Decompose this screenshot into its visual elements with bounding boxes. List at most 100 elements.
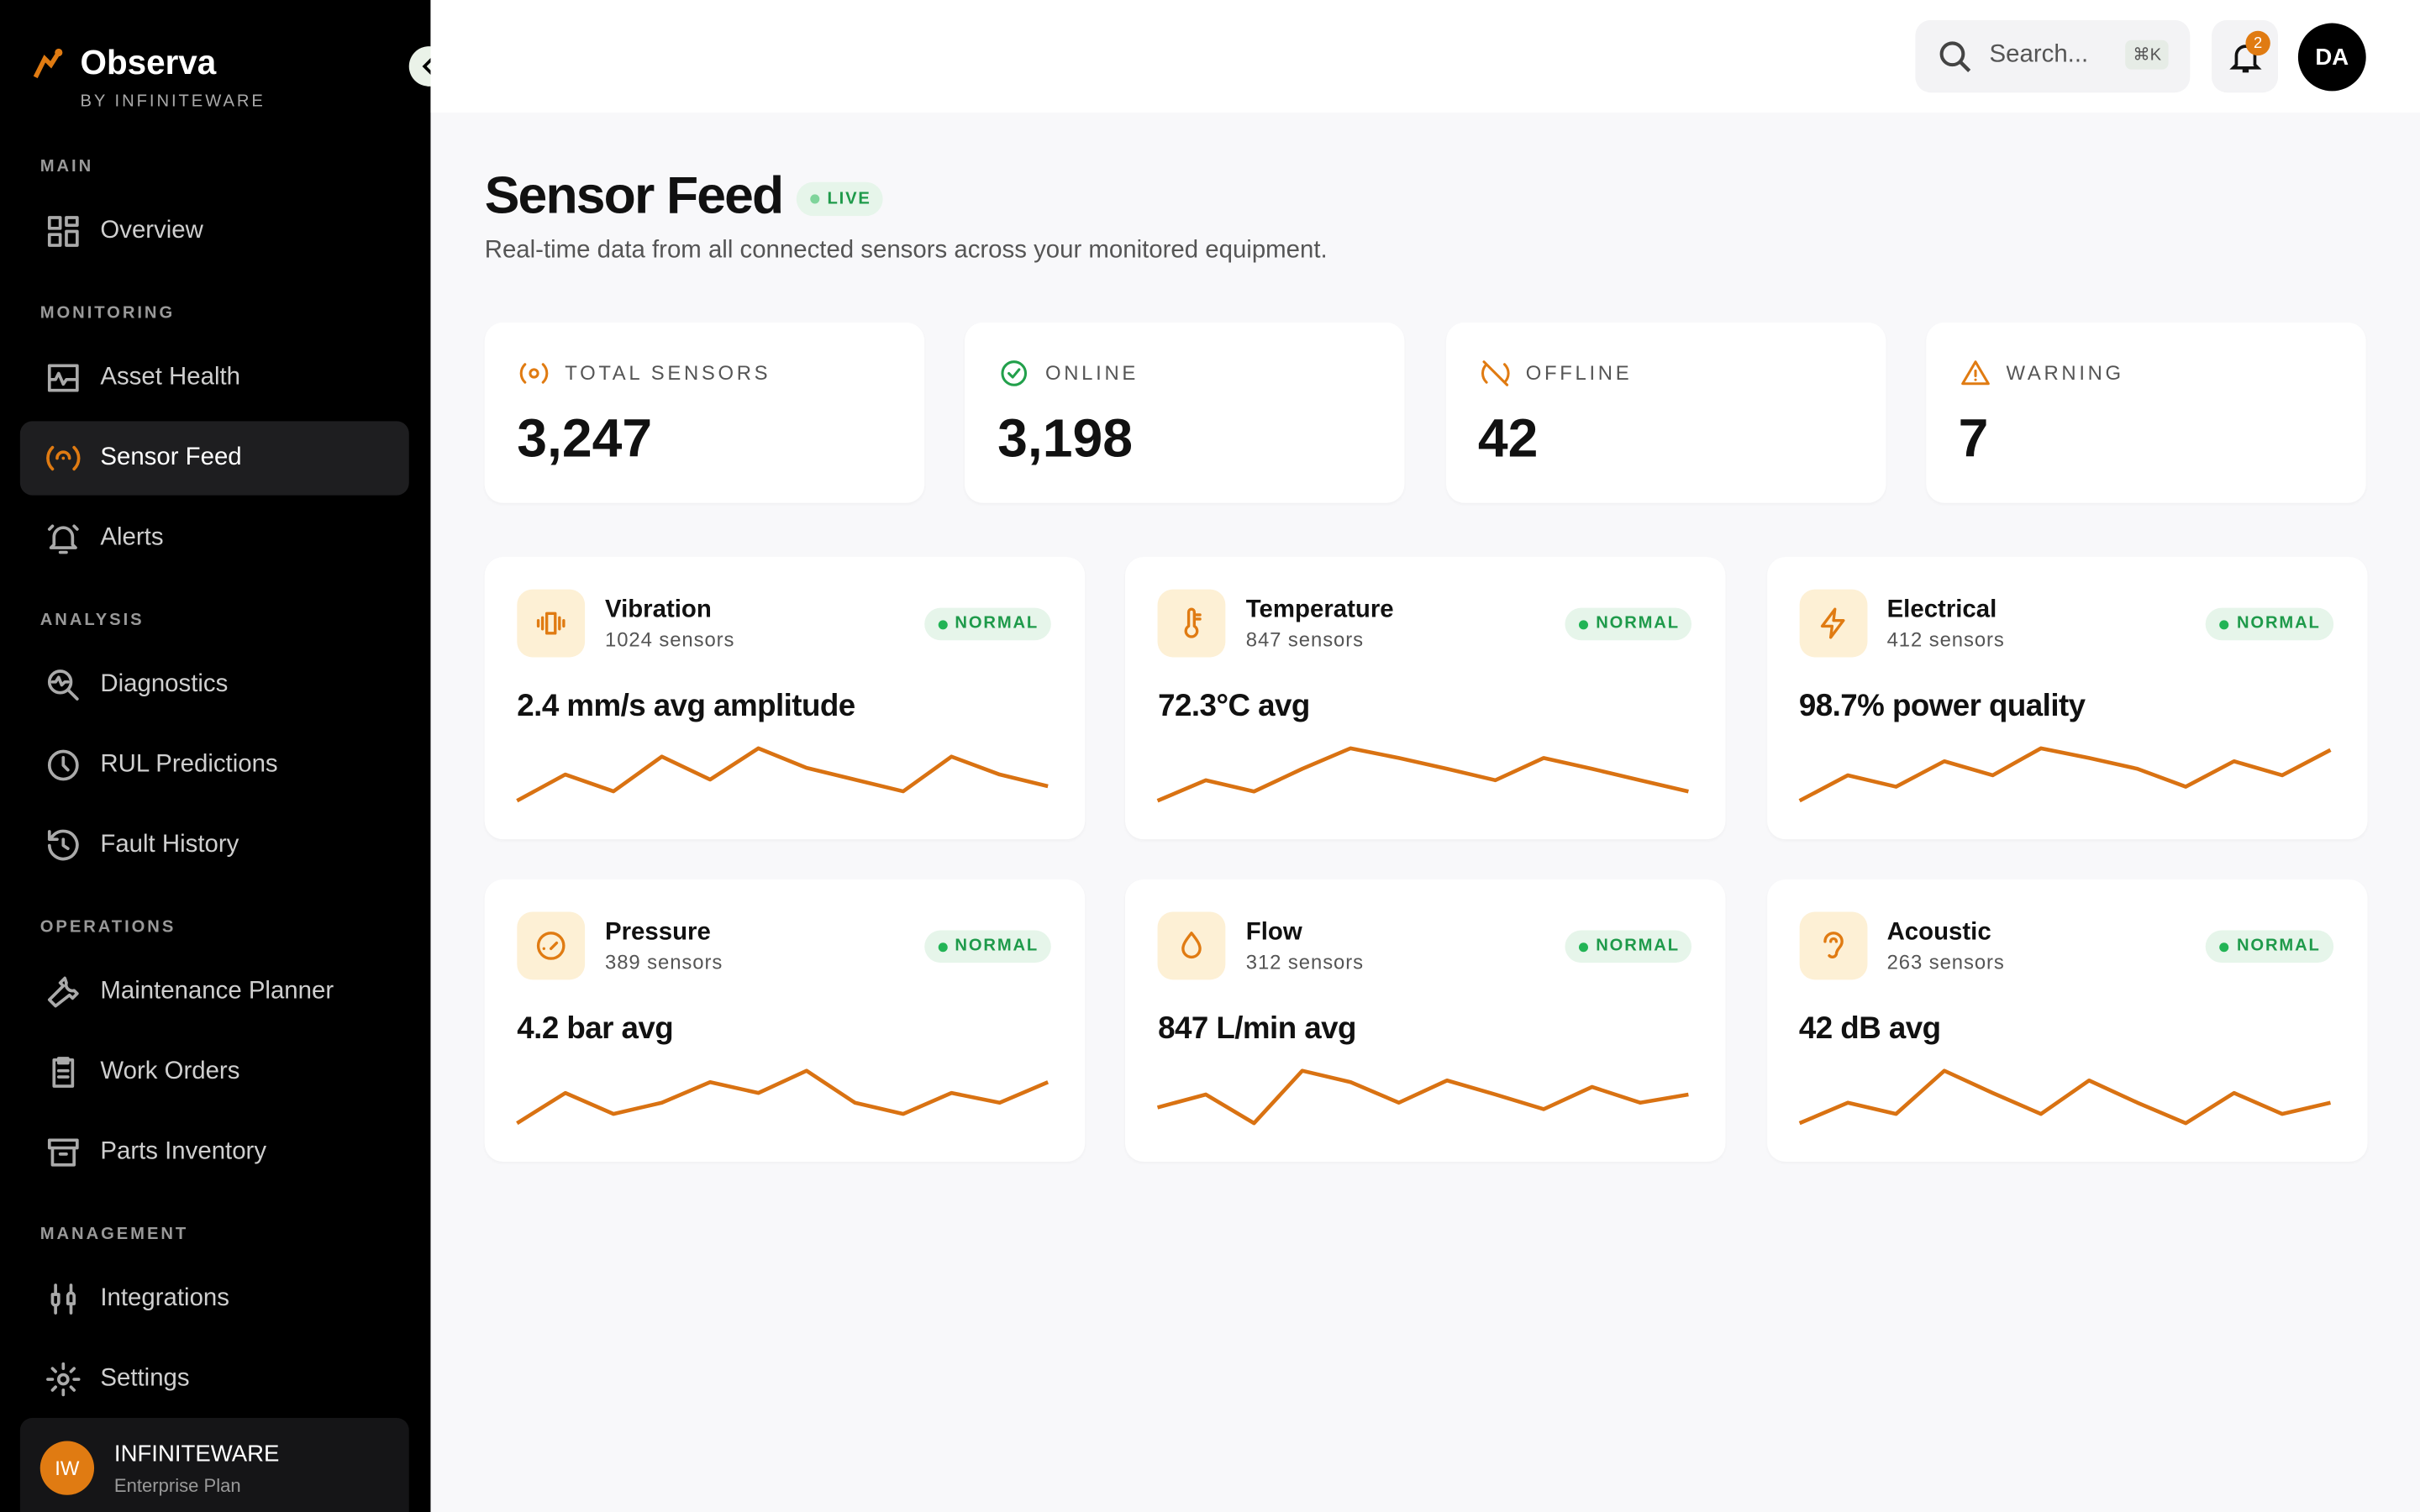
sensor-icon <box>1158 589 1226 658</box>
status-badge: NORMAL <box>2206 930 2333 963</box>
nav-label: Alerts <box>100 524 164 551</box>
stat-label: WARNING <box>2006 360 2124 385</box>
search[interactable]: Search... ⌘K <box>1915 19 2191 93</box>
stat-label: TOTAL SENSORS <box>565 360 771 385</box>
icon <box>47 976 79 1008</box>
icon <box>46 1362 81 1397</box>
icon <box>47 829 79 861</box>
sensor-reading: 42 dB avg <box>1798 1011 1941 1047</box>
status-badge: NORMAL <box>923 930 1051 963</box>
sparkline <box>1797 746 2331 803</box>
sensor-card: Temperature 847 sensors NORMAL 72.3°C avg <box>1125 557 1727 840</box>
sensor-name: Vibration <box>605 596 712 624</box>
sensor-reading: 72.3°C avg <box>1158 690 1310 724</box>
stat-card: TOTAL SENSORS 3,247 <box>484 322 925 503</box>
icon <box>536 612 566 635</box>
account[interactable]: IW INFINITEWARE Enterprise Plan <box>19 1417 409 1512</box>
sensor-name: Electrical <box>1886 596 1997 624</box>
nav-label: Fault History <box>100 832 239 858</box>
nav-item[interactable]: Overview <box>20 194 409 268</box>
stat-value: 3,247 <box>517 408 653 470</box>
nav-label: Parts Inventory <box>100 1138 267 1165</box>
sparkline <box>516 1068 1050 1126</box>
page-subtitle: Real-time data from all connected sensor… <box>484 237 1328 265</box>
nav-section-title: MAIN <box>39 157 94 176</box>
status-badge: NORMAL <box>2206 607 2333 641</box>
sparkline-line <box>1797 1068 2331 1126</box>
nav-label: RUL Predictions <box>100 751 278 778</box>
sparkline-line <box>1797 746 2331 803</box>
sparkline-line <box>1157 746 1690 803</box>
sparkline-line <box>516 1068 1050 1126</box>
status-badge: NORMAL <box>1565 607 1692 641</box>
nav-item[interactable]: RUL Predictions <box>20 728 409 802</box>
nav-label: Sensor Feed <box>100 444 242 471</box>
icon <box>47 216 79 247</box>
icon <box>47 524 79 554</box>
stat-label: OFFLINE <box>1525 360 1633 385</box>
icon <box>50 1284 76 1315</box>
icon <box>1185 607 1202 638</box>
notifications[interactable]: 2 <box>2212 19 2279 93</box>
sensor-icon <box>1158 911 1226 980</box>
icon <box>46 445 81 471</box>
sensor-count: 847 sensors <box>1245 627 1364 652</box>
nav-item[interactable]: Alerts <box>20 501 409 575</box>
sparkline-line <box>1157 1068 1690 1126</box>
icon <box>1820 607 1844 639</box>
sensor-reading: 98.7% power quality <box>1798 690 2086 724</box>
stat-value: 7 <box>1958 408 1989 470</box>
sensor-count: 389 sensors <box>605 950 723 974</box>
status-badge: NORMAL <box>1565 930 1692 963</box>
nav-item[interactable]: Maintenance Planner <box>20 955 409 1029</box>
sensor-count: 412 sensors <box>1886 627 2005 652</box>
nav-item[interactable]: Diagnostics <box>20 648 409 722</box>
sensor-card: Electrical 412 sensors NORMAL 98.7% power q… <box>1766 557 2367 840</box>
nav-item[interactable]: Fault History <box>20 808 409 882</box>
nav-label: Diagnostics <box>100 670 229 698</box>
account-avatar: IW <box>39 1441 95 1495</box>
nav-item[interactable]: Work Orders <box>20 1035 409 1109</box>
sensor-icon <box>1798 911 1867 980</box>
nav-label: Asset Health <box>100 364 241 391</box>
account-name: INFINITEWARE <box>113 1441 280 1467</box>
sparkline <box>516 746 1049 803</box>
icon <box>519 363 549 384</box>
sparkline-line <box>516 746 1049 803</box>
sensor-card: Pressure 389 sensors NORMAL 4.2 bar avg <box>484 879 1086 1163</box>
sensor-card: Flow 312 sensors NORMAL 847 L/min avg <box>1125 879 1727 1163</box>
nav-item[interactable]: Asset Health <box>20 341 409 415</box>
sensor-reading: 2.4 mm/s avg amplitude <box>517 690 855 724</box>
stat-card: WARNING 7 <box>1926 322 2366 503</box>
stat-value: 42 <box>1477 408 1539 470</box>
brand-by: BY INFINITEWARE <box>80 92 266 112</box>
page-title: Sensor Feed <box>484 166 784 226</box>
icon <box>536 932 566 960</box>
nav-label: Work Orders <box>100 1058 240 1085</box>
stat-card: OFFLINE 42 <box>1445 322 1886 503</box>
search-shortcut: ⌘K <box>2125 39 2170 70</box>
icon <box>1181 932 1202 959</box>
nav-label: Maintenance Planner <box>100 978 334 1005</box>
sensor-count: 312 sensors <box>1245 950 1364 974</box>
stat-card: ONLINE 3,198 <box>965 322 1405 503</box>
nav-label: Integrations <box>100 1285 229 1312</box>
icon <box>1823 932 1844 958</box>
nav-item[interactable]: Integrations <box>20 1262 409 1336</box>
stat-value: 3,198 <box>997 408 1133 470</box>
nav-item[interactable]: Settings <box>20 1342 409 1416</box>
nav-section-title: OPERATIONS <box>39 917 176 937</box>
sensor-count: 1024 sensors <box>605 627 735 652</box>
sidebar: Observa BY INFINITEWARE MAIN Overview MONI… <box>0 0 431 1512</box>
icon <box>1960 360 1990 386</box>
icon <box>47 749 79 781</box>
sensor-card: Acoustic 263 sensors NORMAL 42 dB avg <box>1766 879 2367 1163</box>
user-avatar[interactable]: DA <box>2297 23 2366 92</box>
nav-label: Overview <box>100 217 203 244</box>
nav-item[interactable]: Parts Inventory <box>20 1116 409 1189</box>
icon <box>47 669 79 701</box>
nav-item[interactable]: Sensor Feed <box>19 421 409 496</box>
sparkline <box>1157 746 1690 803</box>
icon <box>47 1138 79 1167</box>
